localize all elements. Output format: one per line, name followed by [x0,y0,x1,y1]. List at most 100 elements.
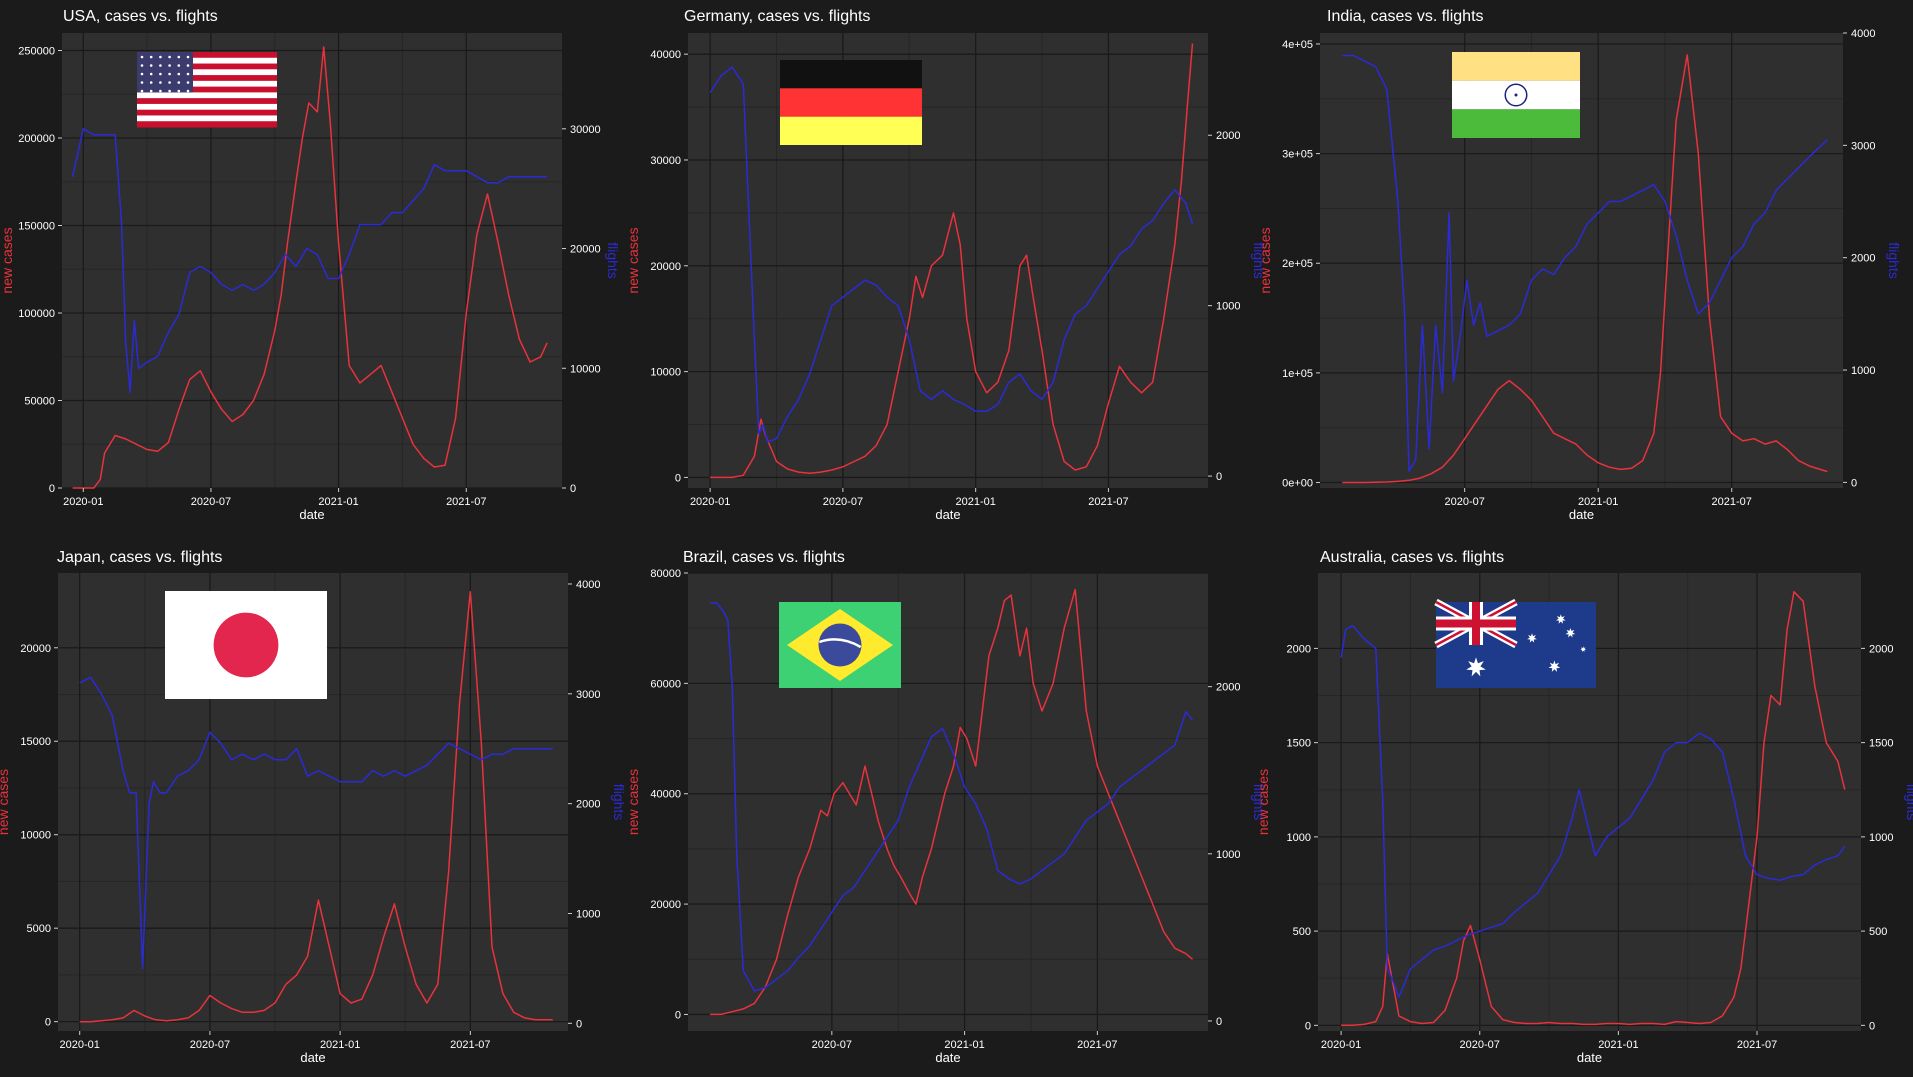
x-axis-label: date [300,1050,325,1065]
y-tick-label-left: 1e+05 [1282,368,1313,380]
series-line-flights [1342,54,1828,472]
flag-stripe [137,63,277,70]
flag-star [149,81,153,84]
y-tick-label-left: 0e+00 [1282,478,1313,490]
y-tick-label-left: 500 [1293,926,1311,938]
flag-band-gold [780,116,922,145]
x-tick-label: 2021-07 [450,1039,490,1051]
y-tick-label-right: 4000 [1851,28,1875,40]
x-tick-label: 2020-01 [60,1039,100,1051]
y-tick-label-right: 30000 [570,124,601,136]
series-line-flights [79,676,553,970]
y-tick-label-left: 100000 [18,308,55,320]
x-tick-label: 2021-01 [1598,1039,1638,1051]
y-tick-label-left: 5000 [27,923,51,935]
series-line-new-cases [1342,54,1828,484]
flag-stripe [137,103,277,111]
x-tick-label: 2020-07 [1444,496,1484,508]
x-axis-label: date [299,507,324,522]
flag-star [140,81,144,84]
japan-flag [165,591,327,699]
y-tick-label-right: 0 [570,483,576,495]
flag-star [159,55,162,59]
flag-star [149,72,153,76]
series-line-flights [709,66,1194,443]
flag-star [159,64,162,67]
germany-flag [780,60,922,145]
flag-star [177,89,181,93]
flag-star [149,89,153,93]
flag-star [1466,657,1486,677]
flag-star [177,81,181,84]
flag-band-red [780,88,922,117]
y-tick-label-right: 10000 [570,363,601,375]
y-tick-label-left: 0 [675,1009,681,1021]
y-tick-label-left: 250000 [18,46,55,58]
y-tick-label-left: 0 [1305,1020,1311,1032]
x-tick-label: 2021-07 [1737,1039,1777,1051]
brazil-flag [779,602,901,688]
y-tick-label-right: 1000 [576,908,600,920]
chart-panel-0: USA, cases vs. flights050000100000150000… [0,8,621,522]
flag-star [140,55,144,59]
y-tick-label-left: 50000 [24,396,55,408]
y-tick-label-left: 0 [49,483,55,495]
flag-star [1555,614,1566,624]
x-tick-label: 2021-01 [955,496,995,508]
flag-star [1548,660,1561,672]
y-tick-label-right: 1500 [1869,738,1893,750]
y-tick-label-left: 40000 [650,789,681,801]
x-tick-label: 2021-01 [318,496,358,508]
y-tick-label-left: 2e+05 [1282,258,1313,270]
series-line-new-cases [710,43,1194,479]
flag-star [177,55,181,59]
y-axis-label-left: new cases [0,227,15,293]
flag-star [186,55,190,59]
flag-stripe [137,80,277,88]
flag-star [177,64,181,67]
flag-star [186,81,190,84]
y-tick-label-left: 15000 [20,736,51,748]
x-tick-label: 2020-07 [190,1039,230,1051]
y-tick-label-left: 20000 [20,643,51,655]
flag-chakra [1504,83,1528,107]
x-tick-label: 2020-07 [812,1039,852,1051]
x-tick-label: 2021-07 [446,496,486,508]
y-tick-label-right: 1000 [1216,849,1240,861]
chart-panel-2: India, cases vs. flights 0e+00 1e+05 2e+05 3… [1257,8,1902,522]
y-tick-label-left: 4e+05 [1282,39,1313,51]
series-line-new-cases [79,590,553,1023]
flag-star [186,72,190,76]
flag-star [186,64,190,67]
flag-stripe [137,75,277,82]
y-axis-label-right: flights [605,242,621,279]
plot-panel [688,573,1208,1031]
x-tick-label: 2020-01 [63,496,103,508]
chart-title: Brazil, cases vs. flights [683,549,845,566]
y-axis-label-right: flights [1904,784,1913,821]
x-tick-label: 2021-07 [1077,1039,1117,1051]
y-tick-label-right: 4000 [576,579,600,591]
x-tick-label: 2020-07 [1460,1039,1500,1051]
x-axis-label: date [1577,1050,1602,1065]
x-tick-label: 2021-07 [1712,496,1752,508]
flag-star [1527,633,1537,643]
y-tick-label-left: 40000 [650,49,681,61]
plot-panel [688,33,1208,488]
series-line-new-cases [72,46,548,489]
y-tick-label-right: 1000 [1216,301,1240,313]
flag-band-green [1452,109,1580,138]
chart-title: Germany, cases vs. flights [684,8,870,25]
chart-title: Japan, cases vs. flights [57,549,222,566]
flag-canton [137,52,193,93]
x-tick-label: 2020-01 [1321,1039,1361,1051]
flag-star [168,64,171,67]
series-line-flights [710,602,1194,992]
series-line-flights [1340,625,1846,998]
chart-panel-3: Japan, cases vs. flights0500010000150002… [0,549,627,1065]
flag-band-saffron [1452,52,1580,81]
flag-star [168,55,171,59]
y-axis-label-left: new cases [0,769,11,835]
flag-stripe [137,57,277,65]
